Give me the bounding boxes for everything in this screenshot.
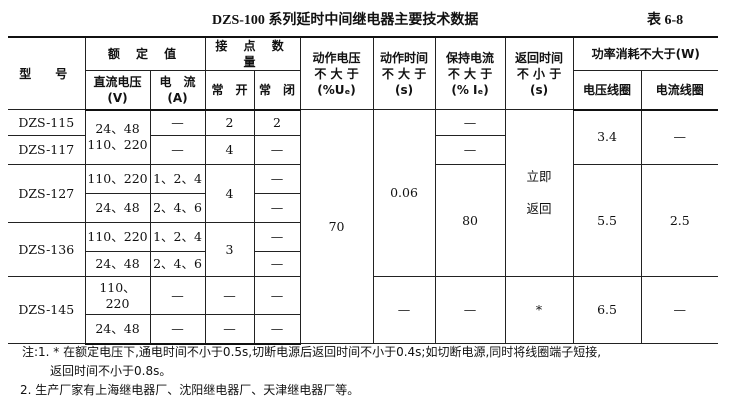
nc-cell: — [253,276,301,315]
header-contacts: 接 点 数 量 [204,36,301,71]
header-return-time: 返回时间不 小 于 (s) [504,36,574,110]
no-cell: 4 [204,135,255,165]
header-power: 功率消耗不大于(W) [572,36,719,71]
voltage-cell: 110、220 [84,222,151,252]
model-cell: DZS-115 [8,109,86,136]
voltage-cell: 24、48 [84,193,151,223]
note-1: 注:1. * 在额定电压下,通电时间不小于0.5s,切断电源后返回时间不小于0.… [22,345,602,359]
no-cell: 3 [204,222,255,277]
current-cell: 2、4、6 [149,251,206,277]
header-rated: 额 定 值 [84,36,206,71]
voltage-cell: 110、220 [84,164,151,194]
model-cell: DZS-127 [8,164,86,223]
header-no: 常 开 [204,70,255,111]
hold-current-cell: 80 [434,164,506,277]
nc-cell: 2 [253,109,301,136]
header-voltage-coil: 电压线圈 [572,70,642,111]
nc-cell: — [253,222,301,252]
header-current: 电 流 (A) [149,70,206,111]
nc-cell: — [253,135,301,165]
current-coil-cell: — [640,276,719,344]
voltage-cell: 110、 220 [84,276,151,315]
model-cell: DZS-136 [8,222,86,277]
nc-cell: — [253,314,301,345]
current-coil-cell: 2.5 [640,164,719,277]
op-time-cell: 0.06 [372,109,436,277]
no-cell: — [204,276,255,315]
model-cell: DZS-145 [8,276,86,344]
voltage-cell: 24、48 [84,251,151,277]
nc-cell: — [253,164,301,194]
header-op-time: 动作时间不 大 于 (s) [372,36,436,110]
header-model: 型 号 [8,36,86,110]
op-voltage-cell: 70 [299,109,374,344]
table-number: 表 6-8 [647,13,684,28]
nc-cell: — [253,193,301,223]
header-nc: 常 闭 [253,70,301,111]
table-notes: 注:1. * 在额定电压下,通电时间不小于0.5s,切断电源后返回时间不小于0.… [20,343,602,400]
voltage-cell: 24、48 110、220 [84,109,151,165]
note-1-continued: 返回时间不小于0.8s。 [50,364,172,378]
no-cell: 2 [204,109,255,136]
op-time-cell: — [372,276,436,344]
current-cell: — [149,109,206,136]
note-2: 2. 生产厂家有上海继电器厂、沈阳继电器厂、天津继电器厂等。 [20,383,360,397]
voltage-coil-cell: 6.5 [572,276,642,344]
return-time-cell: 立即 返回 [504,109,574,277]
model-cell: DZS-117 [8,135,86,165]
current-coil-cell: — [640,109,719,165]
no-cell: 4 [204,164,255,223]
no-cell: — [204,314,255,345]
current-cell: 1、2、4 [149,164,206,194]
current-cell: — [149,135,206,165]
voltage-cell: 24、48 [84,314,151,345]
table-title: DZS-100 系列延时中间继电器主要技术数据 [212,13,479,28]
relay-spec-table: 型 号 额 定 值 接 点 数 量 动作电压不 大 于 (%Uₑ) 动作时间不 大… [8,36,719,345]
header-op-voltage: 动作电压不 大 于 (%Uₑ) [299,36,374,110]
current-cell: — [149,314,206,345]
current-cell: 1、2、4 [149,222,206,252]
nc-cell: — [253,251,301,277]
voltage-coil-cell: 5.5 [572,164,642,277]
header-hold-current: 保持电流不 大 于 (% Iₑ) [434,36,506,110]
hold-current-cell: — [434,135,506,165]
current-cell: — [149,276,206,315]
header-dc-voltage: 直流电压 (V) [84,70,151,111]
header-current-coil: 电流线圈 [640,70,719,111]
current-cell: 2、4、6 [149,193,206,223]
voltage-coil-cell: 3.4 [572,109,642,165]
hold-current-cell: — [434,109,506,136]
hold-current-cell: — [434,276,506,344]
return-time-cell: * [504,276,574,344]
